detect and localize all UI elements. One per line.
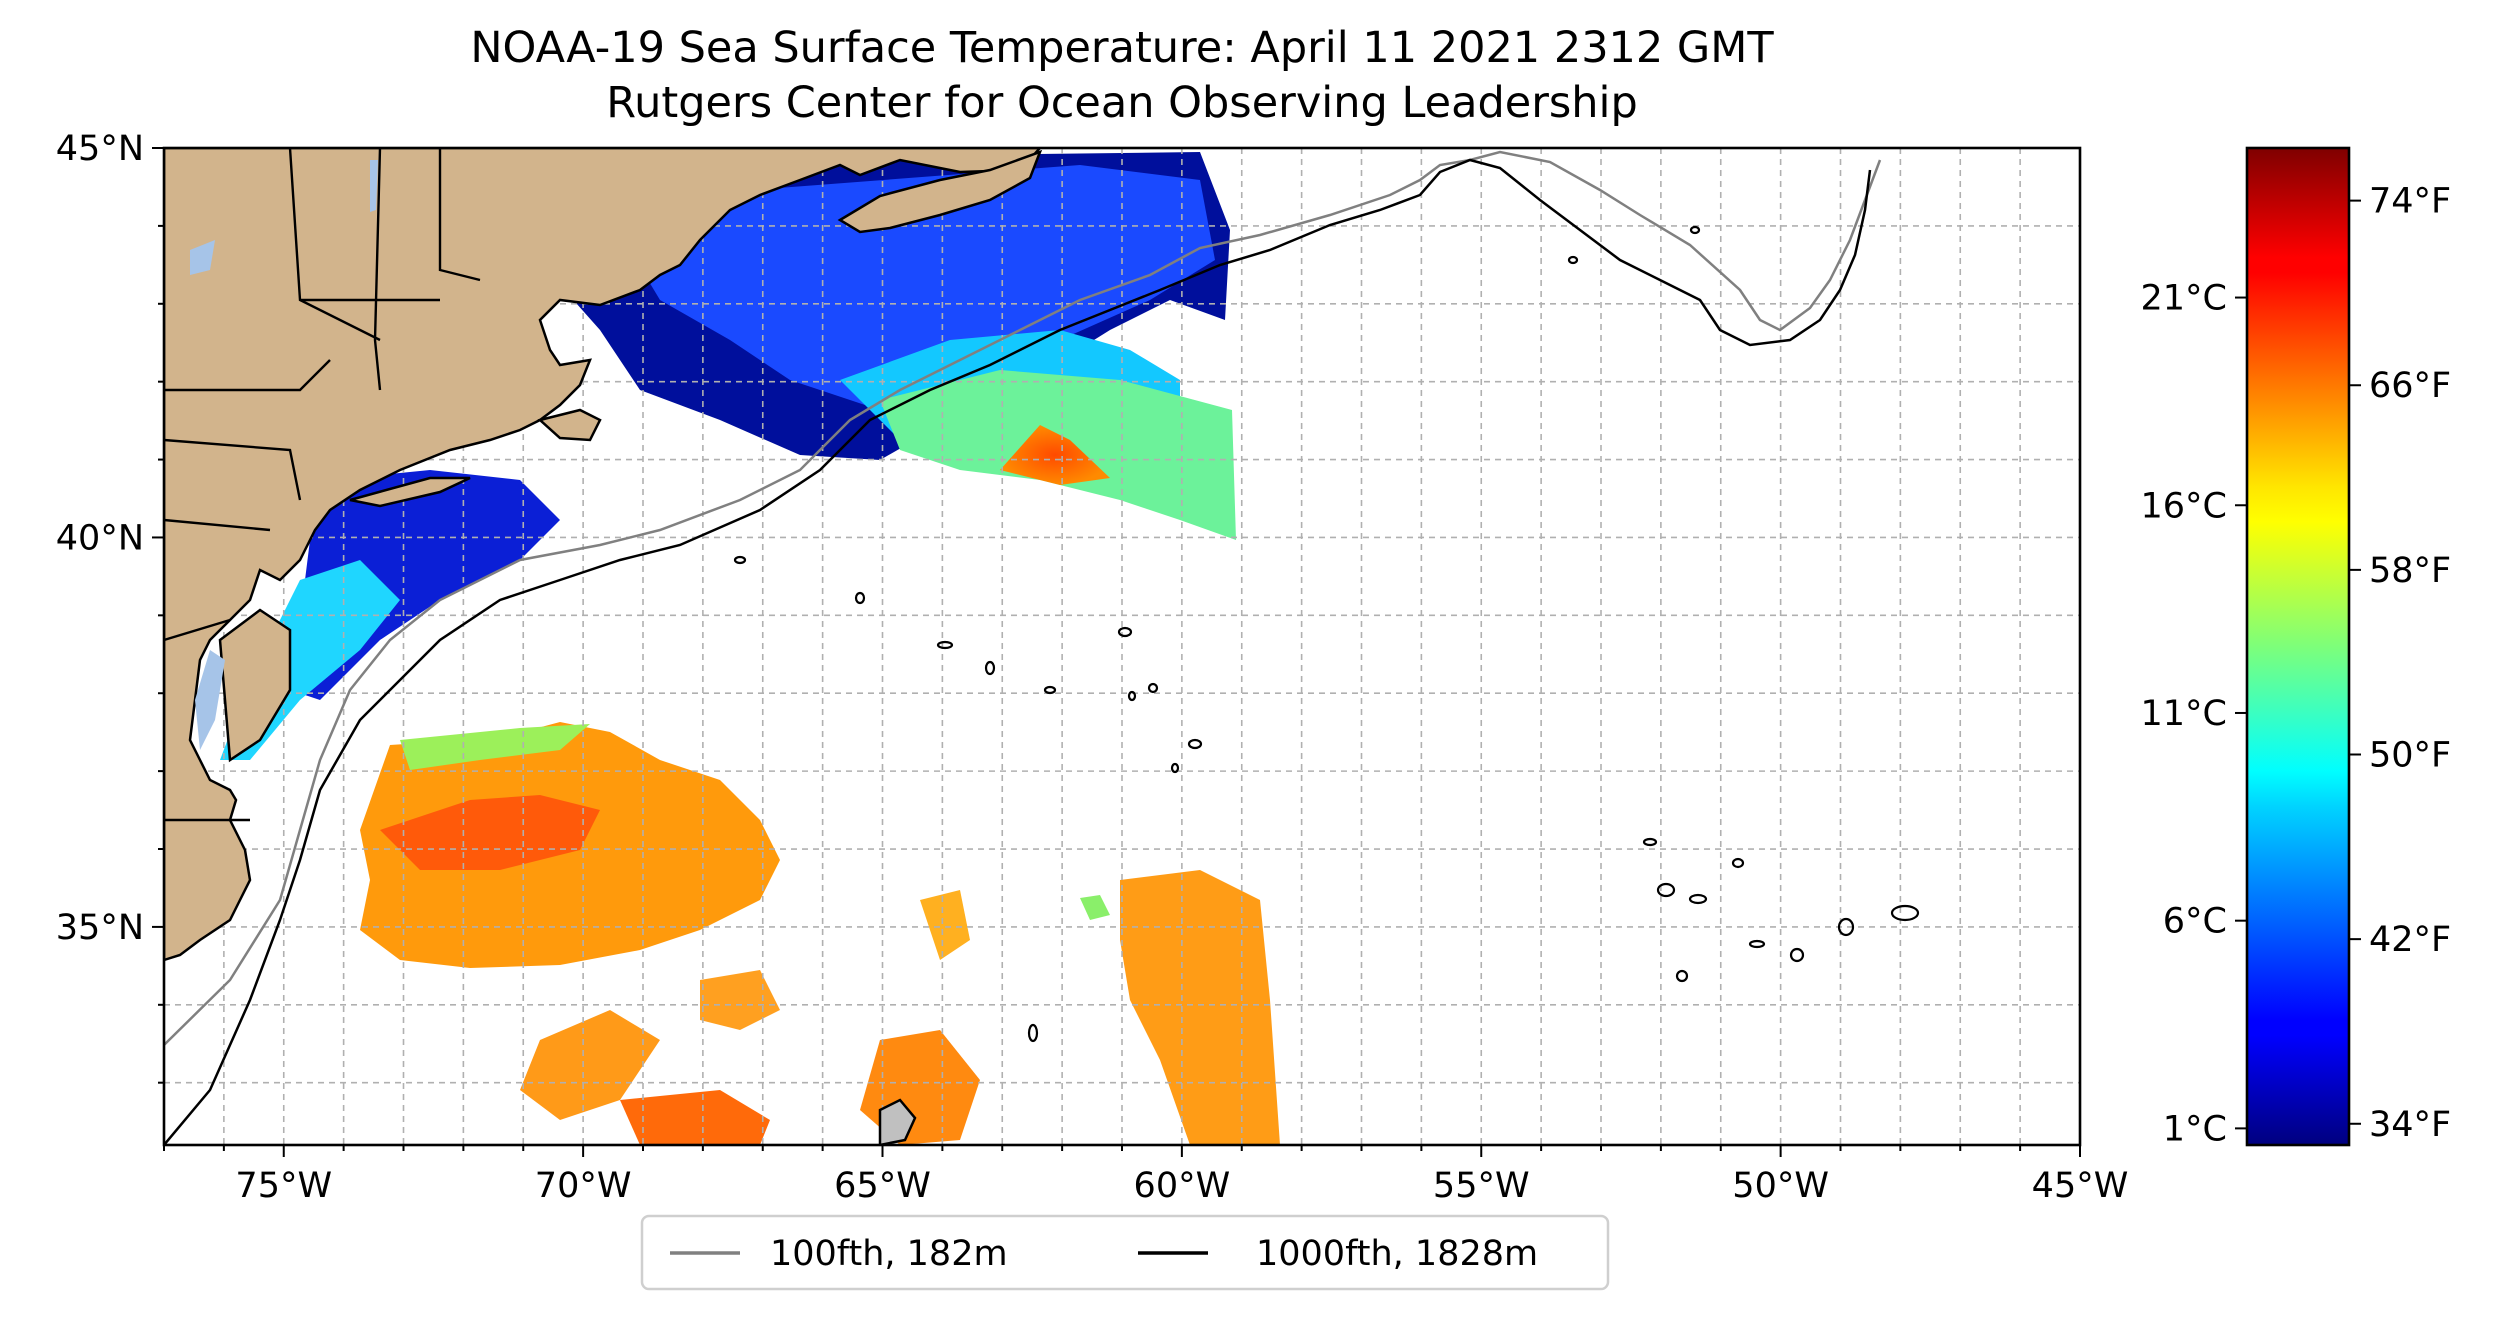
- colorbar-fahrenheit-label: 74°F: [2369, 182, 2451, 222]
- sst-southern-warm-d: [620, 1090, 770, 1145]
- lat-tick-label: 40°N: [56, 518, 144, 558]
- lat-tick-label: 35°N: [56, 908, 144, 948]
- colorbar-celsius-label: 11°C: [2141, 694, 2227, 734]
- map-title-line1: NOAA-19 Sea Surface Temperature: April 1…: [470, 23, 1774, 73]
- land-northeast-us: [164, 148, 1042, 962]
- colorbar-fahrenheit-label: 50°F: [2369, 736, 2451, 776]
- land-long-island: [349, 476, 471, 508]
- longitude-axis: 75°W 70°W 65°W 60°W 55°W 50°W 45°W: [163, 1145, 2129, 1206]
- lon-tick-label: 75°W: [235, 1166, 332, 1206]
- lake-champlain: [370, 160, 378, 212]
- colorbar-fahrenheit-axis: 34°F 42°F 50°F 58°F 66°F 74°F: [2349, 182, 2451, 1145]
- seamount-contours: [733, 225, 1920, 1043]
- sst-southern-warm-f: [700, 970, 780, 1030]
- colorbar: 1°C 6°C 11°C 16°C 21°C 34°F 42°F 50°F 58°F 66°F 7…: [2141, 146, 2451, 1149]
- legend-frame: [640, 1214, 1610, 1291]
- map-title-line2: Rutgers Center for Ocean Observing Leade…: [606, 78, 1638, 128]
- sst-warm-core-ring: [1000, 425, 1110, 485]
- map-panel: 75°W 70°W 65°W 60°W 55°W 50°W 45°W 45°N 40°N 35°…: [56, 129, 2129, 1206]
- lon-tick-label: 50°W: [1732, 1166, 1829, 1206]
- sst-southern-warm-b: [920, 890, 970, 960]
- chesapeake-bay: [195, 650, 225, 750]
- contour-100fth: [164, 150, 1882, 1046]
- sst-sargasso-hot-core: [380, 795, 600, 870]
- colorbar-fahrenheit-label: 58°F: [2369, 551, 2451, 591]
- legend-label-100fth: 100fth, 182m: [770, 1234, 1008, 1274]
- colorbar-celsius-label: 6°C: [2163, 902, 2227, 942]
- sst-scattered-green: [1080, 895, 1110, 920]
- land-delmarva: [218, 608, 292, 763]
- sst-sargasso-green-edge: [400, 724, 590, 770]
- colorbar-fahrenheit-label: 34°F: [2369, 1105, 2451, 1145]
- colorbar-celsius-label: 16°C: [2141, 486, 2227, 526]
- lon-tick-label: 45°W: [2032, 1166, 2129, 1206]
- lake-small: [190, 240, 215, 275]
- lon-tick-label: 55°W: [1433, 1166, 1530, 1206]
- contour-1000fth: [164, 158, 1872, 1145]
- colorbar-celsius-axis: 1°C 6°C 11°C 16°C 21°C: [2141, 279, 2247, 1149]
- colorbar-fahrenheit-label: 42°F: [2369, 920, 2451, 960]
- sst-southern-warm-a: [1120, 870, 1280, 1145]
- lat-tick-label: 45°N: [56, 129, 144, 169]
- colorbar-celsius-label: 21°C: [2141, 279, 2227, 319]
- state-boundaries: [164, 148, 481, 822]
- legend: 100fth, 182m 1000fth, 1828m: [640, 1214, 1610, 1291]
- colorbar-celsius-label: 1°C: [2163, 1109, 2227, 1149]
- land-cape-cod: [537, 408, 602, 442]
- land-nova-scotia: [837, 149, 1043, 234]
- latitude-axis: 45°N 40°N 35°N: [56, 129, 164, 1084]
- lon-tick-label: 60°W: [1134, 1166, 1231, 1206]
- bermuda-platform: [878, 1098, 917, 1145]
- colorbar-fahrenheit-label: 66°F: [2369, 366, 2451, 406]
- colorbar-gradient: [2247, 148, 2349, 1145]
- colorbar-frame: [2245, 146, 2351, 1147]
- lon-tick-label: 65°W: [834, 1166, 931, 1206]
- legend-label-1000fth: 1000fth, 1828m: [1256, 1234, 1538, 1274]
- lon-tick-label: 70°W: [535, 1166, 632, 1206]
- sst-southern-warm-c: [520, 1010, 660, 1120]
